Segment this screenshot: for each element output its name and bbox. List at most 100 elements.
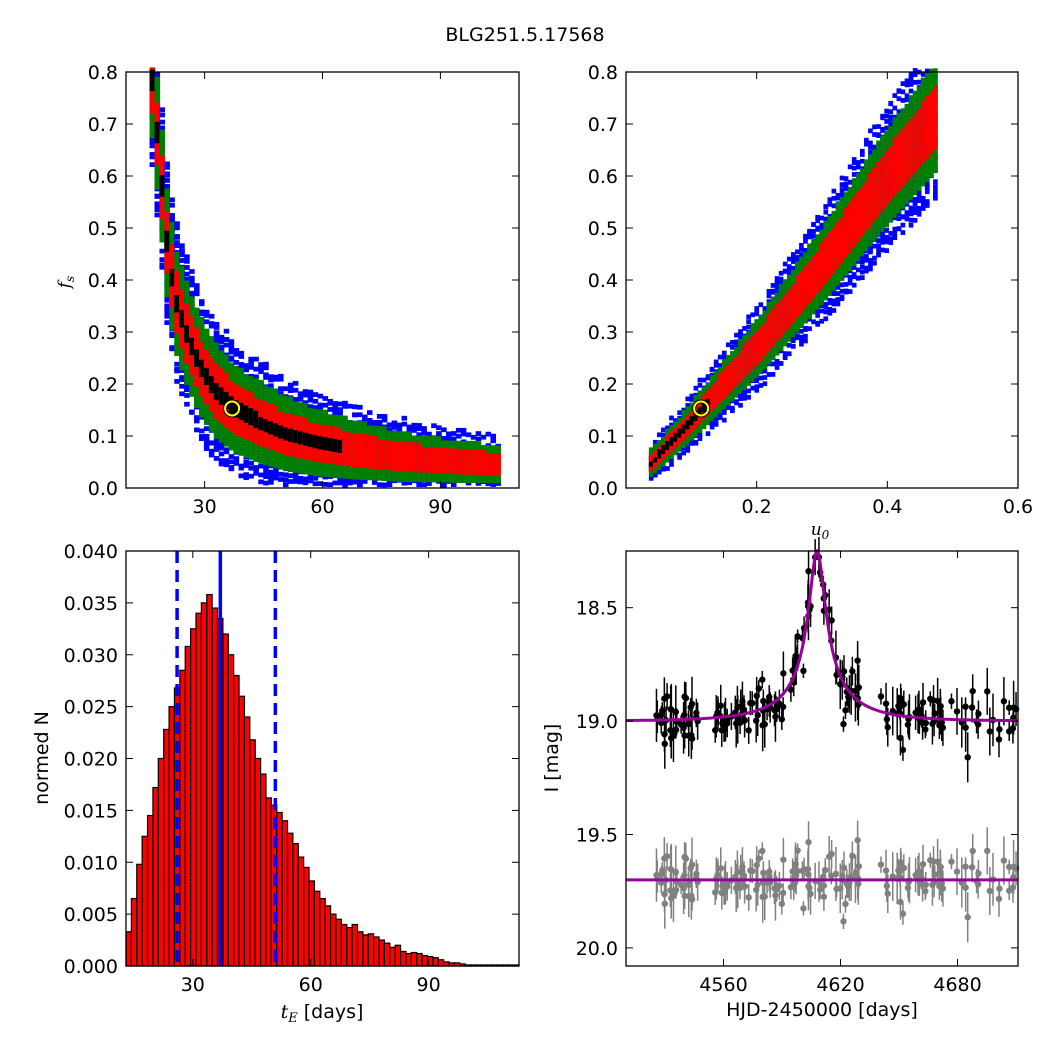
heatmap-cell: [184, 380, 190, 386]
heatmap-cell: [701, 403, 707, 408]
heatmap-cell: [480, 445, 487, 450]
heatmap-cell: [734, 399, 739, 405]
heatmap-cell: [803, 248, 808, 253]
heatmap-cell: [807, 294, 812, 300]
heatmap-cell: [243, 393, 249, 399]
heatmap-cell: [401, 441, 408, 447]
heatmap-cell: [213, 429, 220, 435]
heatmap-cell: [661, 445, 666, 450]
heatmap-cell: [302, 400, 309, 406]
heatmap-cell: [742, 376, 747, 382]
heatmap-cell: [835, 272, 841, 278]
heatmap-cell: [750, 327, 756, 333]
heatmap-cell: [401, 466, 408, 472]
heatmap-cell: [292, 455, 299, 461]
heatmap-cell: [149, 120, 156, 126]
heatmap-cell: [253, 374, 259, 380]
heatmap-cell: [754, 344, 760, 350]
heatmap-cell: [831, 215, 837, 220]
heatmap-cell: [218, 354, 225, 360]
heatmap-cell: [455, 469, 462, 475]
heatmap-cell: [278, 394, 284, 399]
heatmap-cell: [396, 435, 403, 441]
heatmap-cell: [213, 342, 220, 348]
heatmap-cell: [307, 422, 314, 428]
heatmap-cell: [411, 442, 417, 448]
heatmap-cell: [411, 439, 417, 445]
heatmap-cell: [730, 382, 735, 387]
heatmap-cell: [652, 443, 658, 449]
y-tick-label: 0.0: [88, 478, 118, 500]
heatmap-cell: [179, 391, 185, 397]
heatmap-cell: [337, 415, 343, 420]
heatmap-cell: [713, 362, 719, 368]
heatmap-cell: [174, 328, 180, 334]
heatmap-cell: [164, 247, 170, 253]
heatmap-cell: [233, 421, 240, 427]
heatmap-cell: [189, 357, 195, 363]
heatmap-cell: [677, 442, 682, 448]
heatmap-cell: [297, 464, 304, 470]
heatmap-cell: [203, 353, 210, 359]
heatmap-cell: [302, 389, 309, 394]
heatmap-cell: [258, 379, 264, 385]
heatmap-cell: [762, 375, 768, 380]
heatmap-cell: [758, 331, 764, 337]
heatmap-cell: [386, 430, 393, 436]
heatmap-cell: [164, 256, 170, 262]
heatmap-cell: [312, 412, 319, 418]
heatmap-cell: [302, 432, 309, 438]
heatmap-cell: [436, 451, 442, 457]
heatmap-cell: [697, 382, 703, 388]
heatmap-cell: [366, 434, 373, 440]
heatmap-cell: [782, 310, 788, 316]
heatmap-cell: [352, 420, 358, 426]
heatmap-cell: [238, 411, 245, 416]
heatmap-cell: [203, 328, 210, 334]
heatmap-cell: [198, 309, 205, 315]
heatmap-cell: [786, 322, 792, 328]
heatmap-cell: [149, 73, 156, 79]
heatmap-cell: [179, 306, 185, 311]
heatmap-cell: [154, 164, 161, 169]
heatmap-cell: [253, 366, 259, 372]
heatmap-cell: [376, 456, 383, 462]
heatmap-cell: [762, 306, 768, 311]
heatmap-cell: [416, 423, 422, 428]
heatmap-cell: [465, 440, 472, 446]
heatmap-cell: [366, 475, 373, 481]
heatmap-cell: [807, 309, 812, 315]
heatmap-cell: [337, 469, 343, 475]
heatmap-cell: [174, 342, 180, 348]
heatmap-cell: [213, 444, 220, 450]
heatmap-cell: [223, 389, 230, 394]
heatmap-cell: [322, 409, 329, 415]
heatmap-cell: [297, 445, 304, 451]
heatmap-cell: [307, 416, 314, 422]
heatmap-cell: [799, 304, 804, 309]
heatmap-cell: [278, 415, 284, 421]
heatmap-cell: [807, 305, 812, 311]
heatmap-cell: [681, 409, 687, 415]
heatmap-cell: [327, 438, 333, 443]
heatmap-cell: [317, 428, 324, 434]
heatmap-cell: [475, 461, 482, 467]
heatmap-cell: [238, 402, 245, 408]
heatmap-cell: [149, 162, 156, 168]
heatmap-cell: [411, 459, 417, 464]
heatmap-cell: [263, 389, 269, 395]
heatmap-cell: [391, 461, 398, 467]
heatmap-cell: [762, 368, 768, 374]
heatmap-cell: [302, 461, 309, 467]
heatmap-cell: [194, 394, 200, 400]
heatmap-cell: [726, 359, 731, 364]
heatmap-cell: [726, 369, 731, 375]
heatmap-cell: [411, 422, 417, 428]
heatmap-cell: [253, 439, 259, 445]
heatmap-cell: [164, 280, 170, 285]
heatmap-cell: [223, 354, 230, 360]
heatmap-cell: [421, 430, 427, 436]
heatmap-cell: [730, 405, 735, 411]
heatmap-cell: [292, 463, 299, 469]
heatmap-cell: [154, 204, 161, 209]
